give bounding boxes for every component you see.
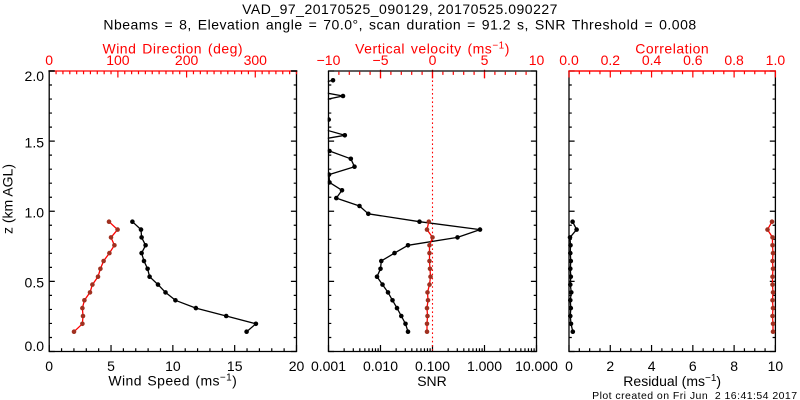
svg-text:Residual (ms−1): Residual (ms−1)	[623, 373, 721, 389]
svg-text:0.001: 0.001	[311, 358, 346, 374]
svg-text:300: 300	[244, 52, 268, 68]
svg-text:Plot created on Fri Jun 2 16:: Plot created on Fri Jun 2 16:41:54 2017	[592, 390, 797, 400]
svg-text:Correlation: Correlation	[635, 41, 709, 57]
svg-text:2.0: 2.0	[25, 68, 45, 84]
svg-text:6: 6	[689, 358, 697, 374]
svg-text:1.5: 1.5	[25, 135, 45, 151]
svg-text:0: 0	[429, 52, 437, 68]
svg-text:4: 4	[648, 358, 656, 374]
svg-text:0: 0	[45, 52, 53, 68]
svg-text:5: 5	[107, 358, 115, 374]
svg-text:0.5: 0.5	[25, 274, 45, 290]
svg-text:0.8: 0.8	[724, 52, 744, 68]
svg-text:10: 10	[529, 52, 545, 68]
svg-text:0.0: 0.0	[559, 52, 579, 68]
svg-text:1.0: 1.0	[25, 204, 45, 220]
svg-text:0: 0	[565, 358, 573, 374]
svg-text:−5: −5	[373, 52, 389, 68]
svg-text:10: 10	[165, 358, 181, 374]
svg-text:VAD_97_20170525_090129, 201705: VAD_97_20170525_090129, 20170525.090227	[242, 1, 558, 17]
svg-text:SNR: SNR	[417, 373, 447, 389]
svg-text:200: 200	[175, 52, 199, 68]
svg-text:5: 5	[481, 52, 489, 68]
svg-text:8: 8	[730, 358, 738, 374]
svg-text:Wind Direction (deg): Wind Direction (deg)	[102, 41, 243, 57]
svg-text:Wind Speed (ms−1): Wind Speed (ms−1)	[108, 373, 237, 389]
svg-text:20: 20	[289, 358, 305, 374]
svg-text:0.6: 0.6	[683, 52, 703, 68]
svg-text:0.010: 0.010	[363, 358, 398, 374]
svg-text:10.000: 10.000	[515, 358, 558, 374]
svg-text:0.100: 0.100	[415, 358, 450, 374]
svg-text:Nbeams = 8, Elevation angle =: Nbeams = 8, Elevation angle = 70.0°, sca…	[103, 16, 696, 32]
svg-text:2: 2	[606, 358, 614, 374]
svg-text:10: 10	[768, 358, 784, 374]
svg-text:0.4: 0.4	[642, 52, 662, 68]
svg-text:100: 100	[106, 52, 130, 68]
svg-text:0.2: 0.2	[601, 52, 621, 68]
svg-text:z (km AGL): z (km AGL)	[0, 164, 16, 234]
svg-text:0: 0	[45, 358, 53, 374]
svg-text:0.0: 0.0	[25, 338, 45, 354]
svg-text:1.000: 1.000	[467, 358, 502, 374]
svg-text:Vertical velocity (ms−1): Vertical velocity (ms−1)	[355, 41, 510, 57]
svg-text:1.0: 1.0	[766, 52, 786, 68]
svg-text:−10: −10	[317, 52, 341, 68]
svg-text:15: 15	[227, 358, 243, 374]
